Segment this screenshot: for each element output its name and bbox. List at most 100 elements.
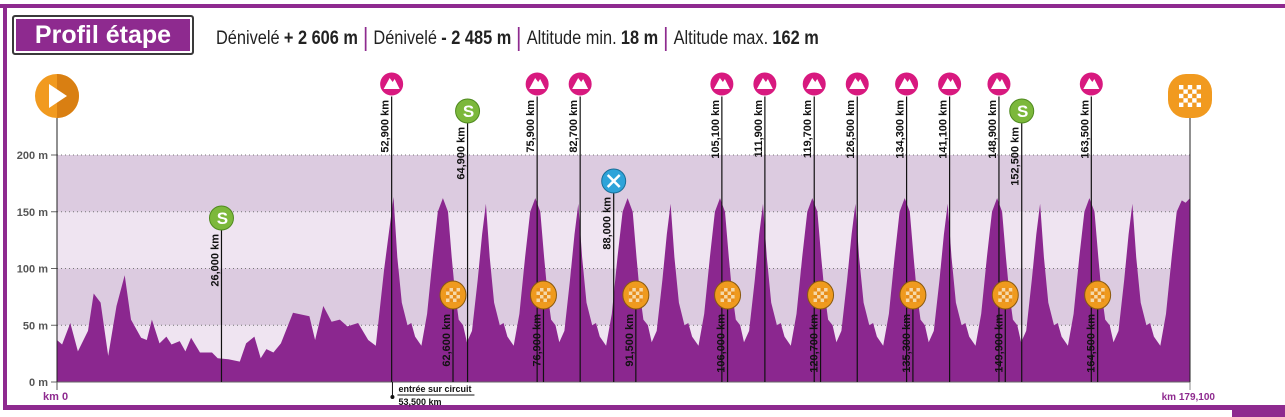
sprint-icon-bg <box>455 98 481 124</box>
lap-icon-check <box>916 298 920 302</box>
lap-icon-check <box>820 288 825 292</box>
lap-icon <box>439 280 467 310</box>
lap-icon-check <box>635 295 640 299</box>
lap-icon-check <box>539 291 544 295</box>
mountain-km-label: 119,700 km <box>802 100 814 158</box>
mountain-km-label: 82,700 km <box>568 100 580 153</box>
y-tick-label: 50 m <box>23 320 48 332</box>
lap-icon-check <box>727 295 732 299</box>
lap-icon-check <box>632 291 636 295</box>
mountain-icon <box>986 71 1012 97</box>
finish-icon-check <box>1196 102 1201 107</box>
mountain-icon-peak <box>898 78 915 89</box>
lap-km-label: 91,500 km <box>624 314 636 367</box>
sprint-icon-letter: S <box>217 209 228 228</box>
separator <box>665 27 667 51</box>
lap-icon-check <box>628 288 633 292</box>
lap-icon-check <box>446 288 450 292</box>
lap-icon-check <box>639 291 643 295</box>
lap-icon-check <box>817 291 821 295</box>
sprint-km-label: 152,500 km <box>1010 127 1022 186</box>
lap-km-label: 76,900 km <box>531 314 543 367</box>
finish-icon-check <box>1196 93 1201 99</box>
sprint-icon: S <box>455 98 481 124</box>
mountain-icon-peak <box>990 78 1007 89</box>
mountain-icon <box>709 71 735 97</box>
mountain-icon <box>752 71 778 97</box>
lap-icon-check <box>909 298 913 302</box>
lap-icon-check <box>820 295 825 299</box>
lap-icon <box>899 280 927 310</box>
sprint-icon-letter: S <box>463 102 474 121</box>
lap-icon-check <box>998 288 1002 292</box>
mountain-icon-peak <box>849 78 866 89</box>
start-icon-triangle <box>49 84 67 108</box>
lap-icon-check <box>446 295 450 299</box>
lap-icon <box>529 280 557 310</box>
sprint-icon-bg <box>1009 98 1035 124</box>
lap-icon-check <box>456 291 461 295</box>
lap-km-label: 106,000 km <box>716 314 728 373</box>
lap-icon-check <box>1094 298 1098 302</box>
mountain-km-label: 75,900 km <box>525 100 537 153</box>
stat-value: - 2 485 m <box>441 28 512 49</box>
lap-icon <box>1084 280 1112 310</box>
lap-icon-check <box>1008 298 1013 302</box>
y-tick-label: 150 m <box>17 207 48 219</box>
sprint-icon: S <box>208 205 234 231</box>
y-tick-label: 200 m <box>17 150 48 162</box>
finish-icon-check <box>1183 98 1188 103</box>
sprint-icon-letter: S <box>1017 102 1028 121</box>
lap-icon-check <box>724 298 728 302</box>
lap-icon-check <box>536 288 540 292</box>
lap-icon-check <box>546 291 551 295</box>
lap-icon-check <box>813 288 818 292</box>
lap-icon-check <box>449 291 454 295</box>
frame-top <box>0 4 1285 8</box>
finish-checkered-icon <box>1168 74 1212 118</box>
frame-left <box>3 4 7 408</box>
lap-icon-check <box>813 295 818 299</box>
lap-icon <box>807 280 835 310</box>
mountain-km-label: 141,100 km <box>938 100 950 159</box>
mountain-icon <box>801 71 827 97</box>
mountain-icon-peak <box>572 78 589 89</box>
lap-icon-check <box>539 298 544 302</box>
stat-alt-max: Altitude max. 162 m <box>667 28 826 50</box>
stat-label: Altitude min. <box>526 28 617 49</box>
lap-icon-check <box>916 291 920 295</box>
mountain-icon-peak <box>713 78 730 89</box>
mountain-icon-peak <box>941 78 958 89</box>
lap-icon-check <box>628 295 633 299</box>
mountain-km-label: 134,300 km <box>895 100 907 159</box>
lap-icon-check <box>635 288 640 292</box>
lap-icon-check <box>1008 291 1013 295</box>
stat-value: + 2 606 m <box>283 28 358 49</box>
separator <box>518 27 520 51</box>
lap-icon-check <box>909 291 913 295</box>
annotation-text: entrée sur circuit <box>398 384 471 394</box>
lap-icon-check <box>1097 295 1102 299</box>
annotation-km: 53,500 km <box>398 397 441 407</box>
finish-icon-check <box>1179 102 1184 107</box>
lap-icon <box>622 280 650 310</box>
frame-corner <box>1232 405 1285 417</box>
lap-icon-check <box>905 288 910 292</box>
feed-icon-cutlery <box>606 174 621 188</box>
stat-alt-min: Altitude min. 18 m <box>520 28 665 50</box>
sprint-km-label: 64,900 km <box>456 127 468 180</box>
mountain-icon-peak <box>756 78 773 89</box>
finish-icon-check <box>1187 102 1193 107</box>
stat-label: Altitude max. <box>673 28 769 49</box>
lap-km-label: 135,300 km <box>901 314 913 373</box>
stat-climb: Dénivelé + 2 606 m <box>216 28 365 50</box>
lap-icon-check <box>1001 298 1006 302</box>
finish-icon-check <box>1187 93 1193 99</box>
mountain-km-label: 105,100 km <box>710 100 722 159</box>
lap-icon-check <box>543 295 547 299</box>
lap-icon <box>991 280 1019 310</box>
lap-icon-check <box>731 298 735 302</box>
finish-icon-check <box>1192 98 1197 103</box>
mountain-km-label: 111,900 km <box>753 100 765 158</box>
